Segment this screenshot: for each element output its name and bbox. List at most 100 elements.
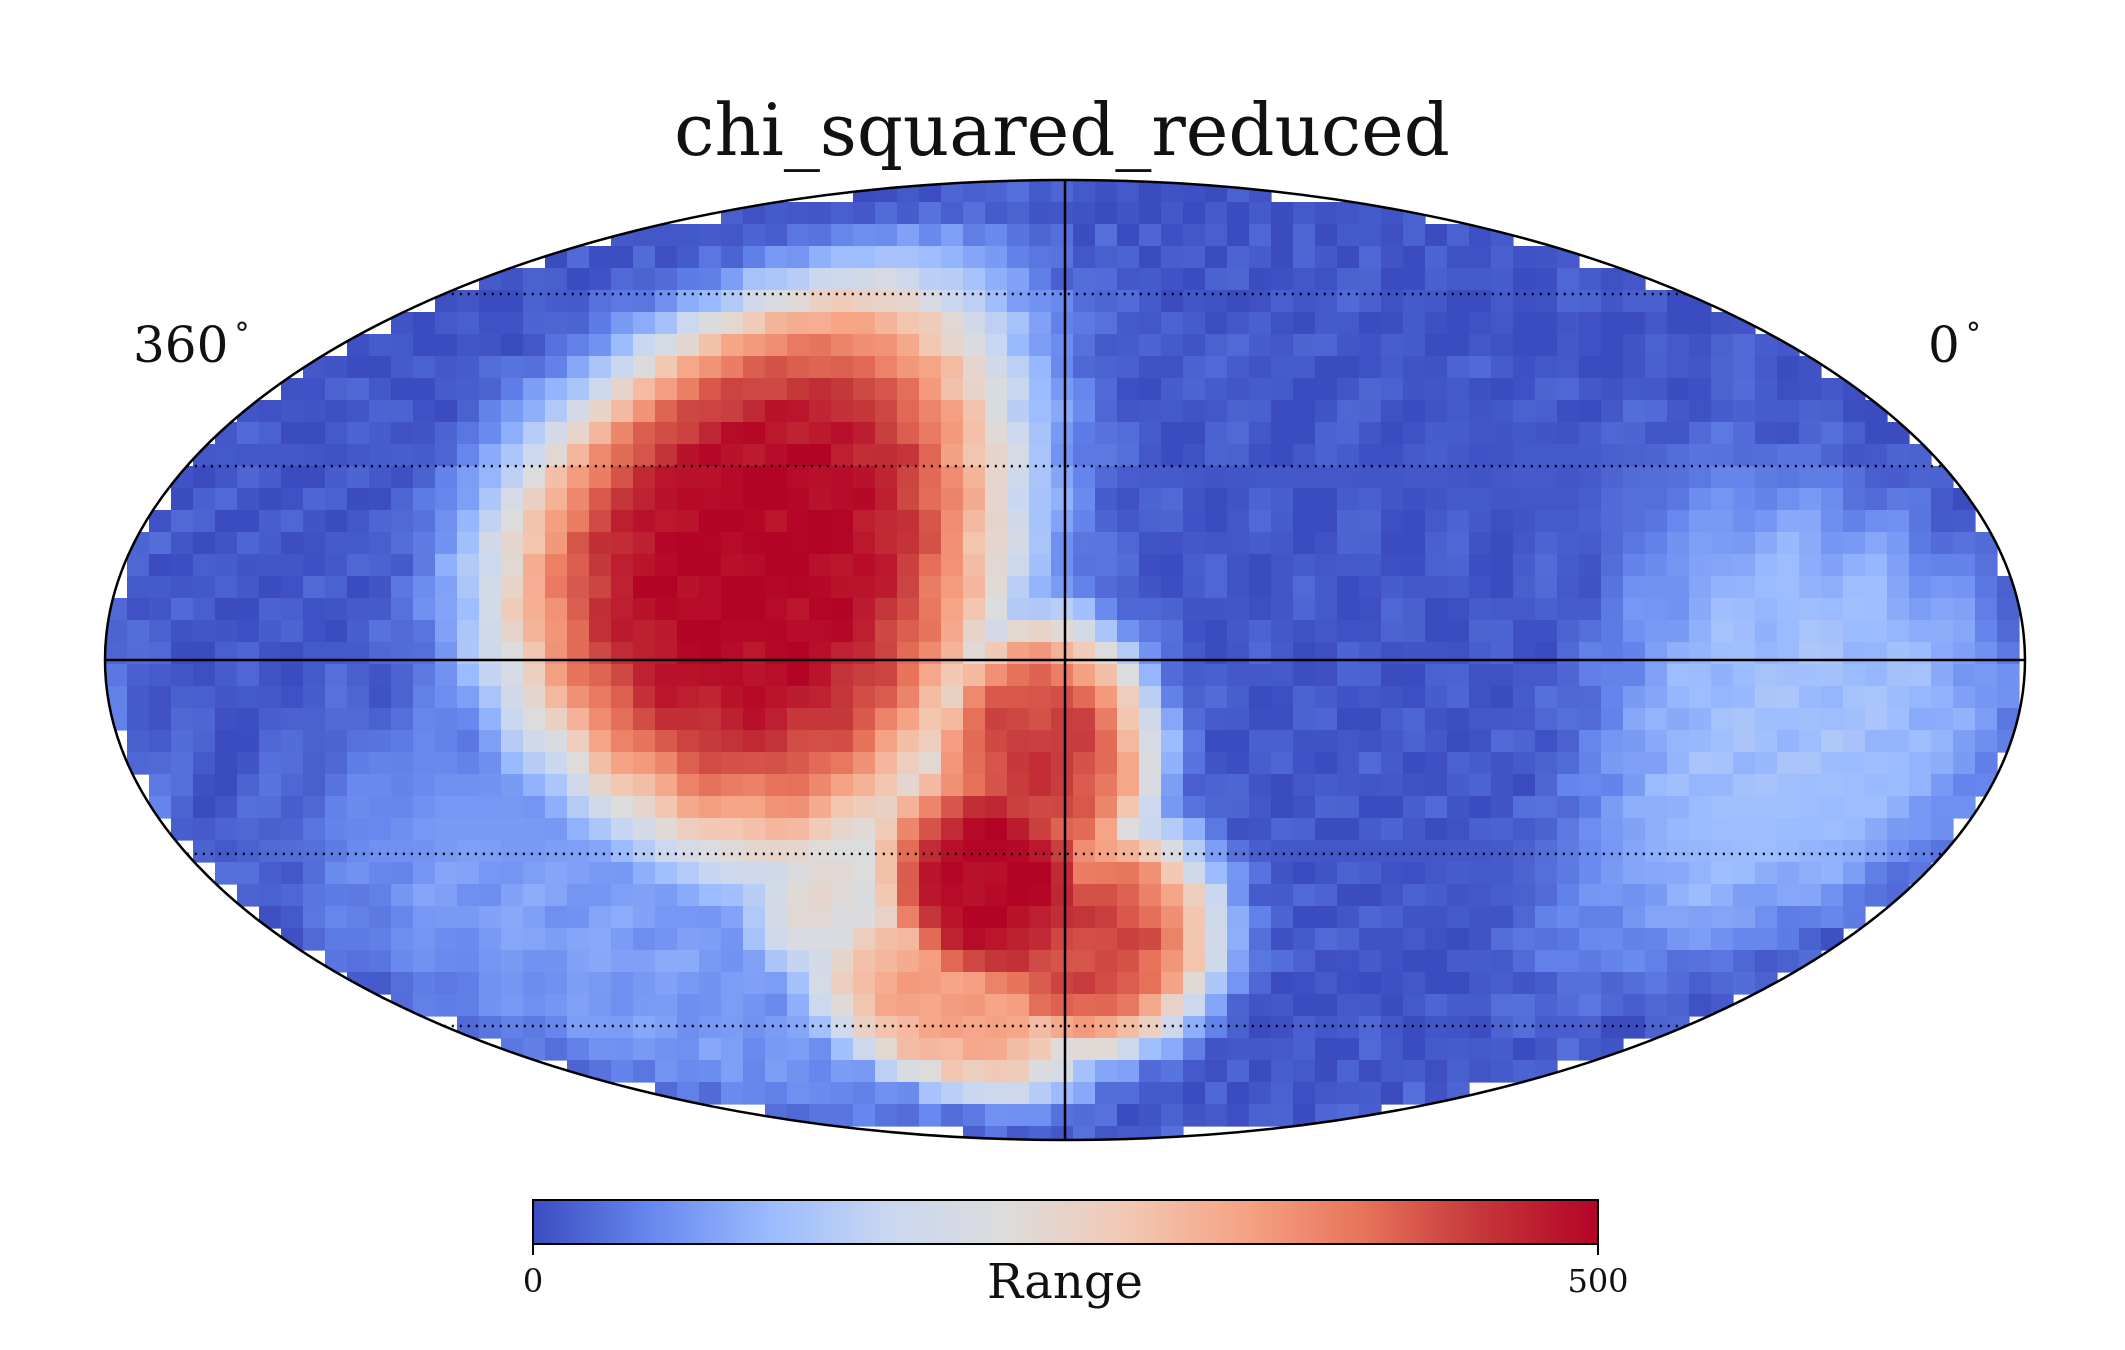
heatmap-pixel — [1359, 950, 1382, 973]
heatmap-pixel — [897, 1082, 920, 1105]
heatmap-pixel — [1579, 730, 1602, 753]
heatmap-pixel — [721, 532, 744, 555]
heatmap-pixel — [149, 532, 172, 555]
heatmap-pixel — [1975, 576, 1998, 599]
heatmap-pixel — [941, 576, 964, 599]
heatmap-pixel — [127, 554, 150, 577]
heatmap-pixel — [1073, 290, 1096, 313]
heatmap-pixel — [941, 554, 964, 577]
heatmap-pixel — [1315, 224, 1338, 247]
heatmap-pixel — [1117, 378, 1140, 401]
heatmap-pixel — [193, 664, 216, 687]
heatmap-pixel — [787, 510, 810, 533]
heatmap-pixel — [765, 818, 788, 841]
heatmap-pixel — [853, 356, 876, 379]
heatmap-pixel — [831, 202, 854, 225]
heatmap-pixel — [1095, 224, 1118, 247]
heatmap-pixel — [281, 708, 304, 731]
heatmap-pixel — [1733, 884, 1756, 907]
heatmap-pixel — [1403, 466, 1426, 489]
heatmap-pixel — [369, 554, 392, 577]
heatmap-pixel — [1887, 488, 1910, 511]
heatmap-pixel — [545, 290, 568, 313]
heatmap-pixel — [501, 532, 524, 555]
heatmap-pixel — [611, 928, 634, 951]
heatmap-pixel — [1557, 752, 1580, 775]
heatmap-pixel — [1425, 290, 1448, 313]
heatmap-pixel — [1931, 620, 1954, 643]
heatmap-pixel — [479, 576, 502, 599]
heatmap-pixel — [1535, 1016, 1558, 1039]
heatmap-pixel — [1733, 972, 1756, 995]
heatmap-pixel — [765, 202, 788, 225]
heatmap-pixel — [1755, 730, 1778, 753]
heatmap-pixel — [875, 774, 898, 797]
heatmap-pixel — [655, 664, 678, 687]
heatmap-pixel — [1557, 510, 1580, 533]
heatmap-pixel — [369, 664, 392, 687]
heatmap-pixel — [1161, 950, 1184, 973]
heatmap-pixel — [1623, 862, 1646, 885]
heatmap-pixel — [127, 708, 150, 731]
heatmap-pixel — [1645, 620, 1668, 643]
heatmap-pixel — [1931, 818, 1954, 841]
heatmap-pixel — [1777, 356, 1800, 379]
heatmap-pixel — [743, 840, 766, 863]
heatmap-pixel — [765, 1082, 788, 1105]
heatmap-pixel — [1865, 532, 1888, 555]
heatmap-pixel — [1095, 422, 1118, 445]
heatmap-pixel — [171, 488, 194, 511]
heatmap-pixel — [611, 312, 634, 335]
heatmap-pixel — [1711, 928, 1734, 951]
heatmap-pixel — [1821, 444, 1844, 467]
heatmap-pixel — [1403, 972, 1426, 995]
heatmap-pixel — [1139, 180, 1162, 203]
heatmap-pixel — [721, 334, 744, 357]
heatmap-pixel — [1183, 378, 1206, 401]
heatmap-pixel — [1315, 356, 1338, 379]
heatmap-pixel — [1029, 466, 1052, 489]
heatmap-pixel — [831, 378, 854, 401]
heatmap-pixel — [1117, 356, 1140, 379]
heatmap-pixel — [1359, 1038, 1382, 1061]
heatmap-pixel — [699, 510, 722, 533]
heatmap-pixel — [523, 488, 546, 511]
heatmap-pixel — [633, 774, 656, 797]
heatmap-pixel — [347, 686, 370, 709]
heatmap-pixel — [677, 400, 700, 423]
heatmap-pixel — [1249, 752, 1272, 775]
heatmap-pixel — [1447, 730, 1470, 753]
heatmap-pixel — [1491, 422, 1514, 445]
heatmap-pixel — [1051, 686, 1074, 709]
heatmap-pixel — [1425, 774, 1448, 797]
heatmap-pixel — [1029, 994, 1052, 1017]
heatmap-pixel — [1887, 862, 1910, 885]
heatmap-pixel — [1249, 818, 1272, 841]
heatmap-pixel — [1425, 1060, 1448, 1083]
heatmap-pixel — [1865, 576, 1888, 599]
heatmap-pixel — [1051, 598, 1074, 621]
heatmap-pixel — [1447, 356, 1470, 379]
heatmap-pixel — [1381, 202, 1404, 225]
heatmap-pixel — [259, 400, 282, 423]
heatmap-pixel — [215, 862, 238, 885]
heatmap-pixel — [1975, 730, 1998, 753]
heatmap-pixel — [1359, 972, 1382, 995]
heatmap-pixel — [1535, 686, 1558, 709]
heatmap-pixel — [677, 906, 700, 929]
heatmap-pixel — [435, 928, 458, 951]
heatmap-pixel — [281, 598, 304, 621]
heatmap-pixel — [413, 576, 436, 599]
heatmap-pixel — [1777, 708, 1800, 731]
heatmap-pixel — [1843, 840, 1866, 863]
heatmap-pixel — [1293, 1060, 1316, 1083]
heatmap-pixel — [1117, 1104, 1140, 1127]
heatmap-pixel — [1469, 510, 1492, 533]
heatmap-pixel — [567, 290, 590, 313]
heatmap-pixel — [1381, 532, 1404, 555]
heatmap-pixel — [941, 774, 964, 797]
heatmap-pixel — [655, 400, 678, 423]
heatmap-pixel — [1667, 862, 1690, 885]
heatmap-pixel — [1557, 598, 1580, 621]
heatmap-pixel — [1953, 664, 1976, 687]
